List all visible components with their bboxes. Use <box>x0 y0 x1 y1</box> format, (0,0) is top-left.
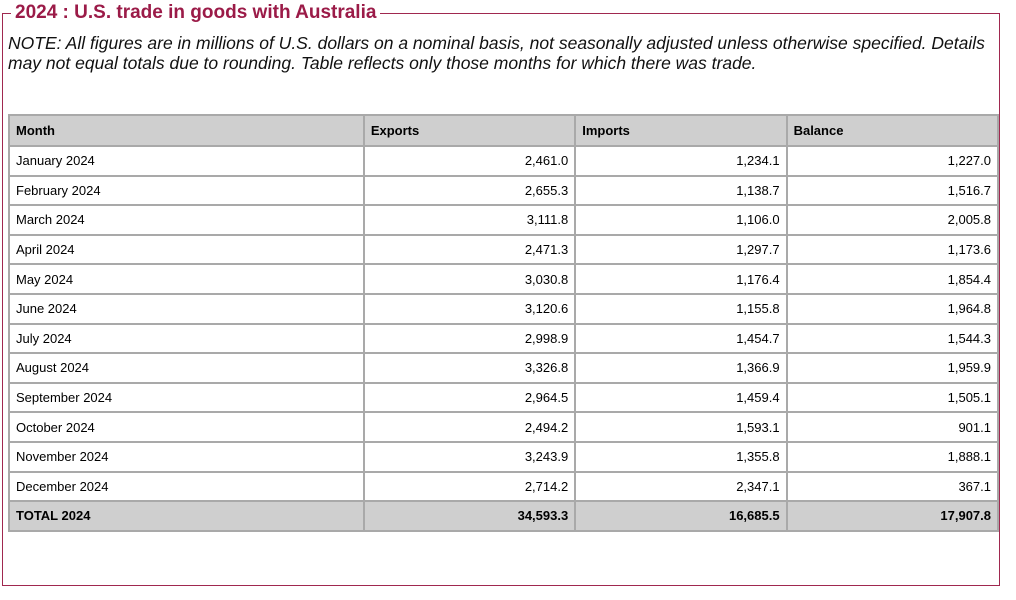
cell-exports: 3,120.6 <box>362 292 577 325</box>
cell-balance: 1,959.9 <box>785 352 1000 384</box>
table-total-row: TOTAL 2024 34,593.3 16,685.5 17,907.8 <box>8 500 1000 532</box>
cell-month: July 2024 <box>8 322 365 355</box>
cell-balance: 367.1 <box>785 470 1000 503</box>
cell-exports: 3,111.8 <box>362 204 577 236</box>
total-month: TOTAL 2024 <box>8 500 365 532</box>
cell-exports: 2,494.2 <box>362 411 577 443</box>
table-row: February 2024 2,655.3 1,138.7 1,516.7 <box>8 174 1000 207</box>
cell-imports: 1,459.4 <box>574 381 788 414</box>
cell-balance: 1,516.7 <box>785 174 1000 207</box>
cell-imports: 1,138.7 <box>574 174 788 207</box>
cell-imports: 1,106.0 <box>574 204 788 236</box>
trade-table: Month Exports Imports Balance January 20… <box>8 114 1000 532</box>
cell-month: December 2024 <box>8 470 365 503</box>
cell-imports: 1,454.7 <box>574 322 788 355</box>
cell-exports: 3,030.8 <box>362 263 577 295</box>
table-row: November 2024 3,243.9 1,355.8 1,888.1 <box>8 440 1000 473</box>
cell-imports: 1,355.8 <box>574 440 788 473</box>
table-row: August 2024 3,326.8 1,366.9 1,959.9 <box>8 352 1000 384</box>
cell-balance: 1,173.6 <box>785 233 1000 266</box>
note-text: NOTE: All figures are in millions of U.S… <box>8 33 985 73</box>
cell-month: October 2024 <box>8 411 365 443</box>
table-row: September 2024 2,964.5 1,459.4 1,505.1 <box>8 381 1000 414</box>
cell-exports: 2,964.5 <box>362 381 577 414</box>
cell-exports: 2,714.2 <box>362 470 577 503</box>
cell-month: February 2024 <box>8 174 365 207</box>
table-row: March 2024 3,111.8 1,106.0 2,005.8 <box>8 204 1000 236</box>
cell-balance: 1,964.8 <box>785 292 1000 325</box>
cell-balance: 1,505.1 <box>785 381 1000 414</box>
cell-imports: 2,347.1 <box>574 470 788 503</box>
cell-imports: 1,366.9 <box>574 352 788 384</box>
cell-month: January 2024 <box>8 145 365 177</box>
trade-panel: 2024 : U.S. trade in goods with Australi… <box>2 2 1000 586</box>
table-row: January 2024 2,461.0 1,234.1 1,227.0 <box>8 145 1000 177</box>
table-row: July 2024 2,998.9 1,454.7 1,544.3 <box>8 322 1000 355</box>
cell-imports: 1,593.1 <box>574 411 788 443</box>
cell-exports: 3,243.9 <box>362 440 577 473</box>
total-balance: 17,907.8 <box>785 500 1000 532</box>
cell-month: March 2024 <box>8 204 365 236</box>
cell-balance: 2,005.8 <box>785 204 1000 236</box>
table-header-row: Month Exports Imports Balance <box>8 114 1000 147</box>
cell-imports: 1,234.1 <box>574 145 788 177</box>
cell-exports: 2,471.3 <box>362 233 577 266</box>
cell-balance: 1,227.0 <box>785 145 1000 177</box>
cell-imports: 1,297.7 <box>574 233 788 266</box>
column-header-month: Month <box>8 114 365 147</box>
cell-month: September 2024 <box>8 381 365 414</box>
cell-month: April 2024 <box>8 233 365 266</box>
cell-exports: 2,998.9 <box>362 322 577 355</box>
cell-balance: 1,854.4 <box>785 263 1000 295</box>
total-imports: 16,685.5 <box>574 500 788 532</box>
cell-balance: 1,888.1 <box>785 440 1000 473</box>
cell-imports: 1,176.4 <box>574 263 788 295</box>
table-row: April 2024 2,471.3 1,297.7 1,173.6 <box>8 233 1000 266</box>
total-exports: 34,593.3 <box>362 500 577 532</box>
table-row: December 2024 2,714.2 2,347.1 367.1 <box>8 470 1000 503</box>
table-row: October 2024 2,494.2 1,593.1 901.1 <box>8 411 1000 443</box>
cell-exports: 2,461.0 <box>362 145 577 177</box>
table-body: January 2024 2,461.0 1,234.1 1,227.0 Februar… <box>8 145 1000 532</box>
cell-exports: 2,655.3 <box>362 174 577 207</box>
table-row: June 2024 3,120.6 1,155.8 1,964.8 <box>8 292 1000 325</box>
column-header-balance: Balance <box>785 114 1000 147</box>
cell-month: November 2024 <box>8 440 365 473</box>
cell-month: August 2024 <box>8 352 365 384</box>
cell-month: June 2024 <box>8 292 365 325</box>
cell-imports: 1,155.8 <box>574 292 788 325</box>
cell-month: May 2024 <box>8 263 365 295</box>
cell-balance: 1,544.3 <box>785 322 1000 355</box>
cell-balance: 901.1 <box>785 411 1000 443</box>
page-title: 2024 : U.S. trade in goods with Australi… <box>15 2 377 23</box>
table-row: May 2024 3,030.8 1,176.4 1,854.4 <box>8 263 1000 295</box>
column-header-imports: Imports <box>574 114 788 147</box>
column-header-exports: Exports <box>362 114 577 147</box>
cell-exports: 3,326.8 <box>362 352 577 384</box>
